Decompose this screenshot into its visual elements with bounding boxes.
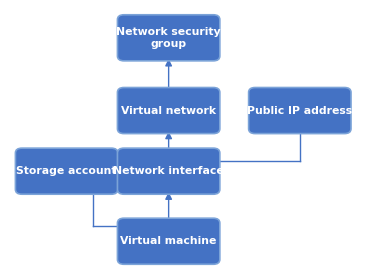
Text: Storage account: Storage account <box>16 166 117 176</box>
FancyBboxPatch shape <box>117 15 220 61</box>
FancyBboxPatch shape <box>117 87 220 134</box>
FancyBboxPatch shape <box>117 218 220 264</box>
Text: Network security
group: Network security group <box>116 27 221 49</box>
FancyBboxPatch shape <box>16 148 118 194</box>
Text: Virtual machine: Virtual machine <box>121 236 217 246</box>
Text: Public IP address: Public IP address <box>247 106 352 116</box>
Text: Virtual network: Virtual network <box>121 106 216 116</box>
FancyBboxPatch shape <box>249 87 351 134</box>
FancyBboxPatch shape <box>117 148 220 194</box>
Text: Network interface: Network interface <box>113 166 224 176</box>
